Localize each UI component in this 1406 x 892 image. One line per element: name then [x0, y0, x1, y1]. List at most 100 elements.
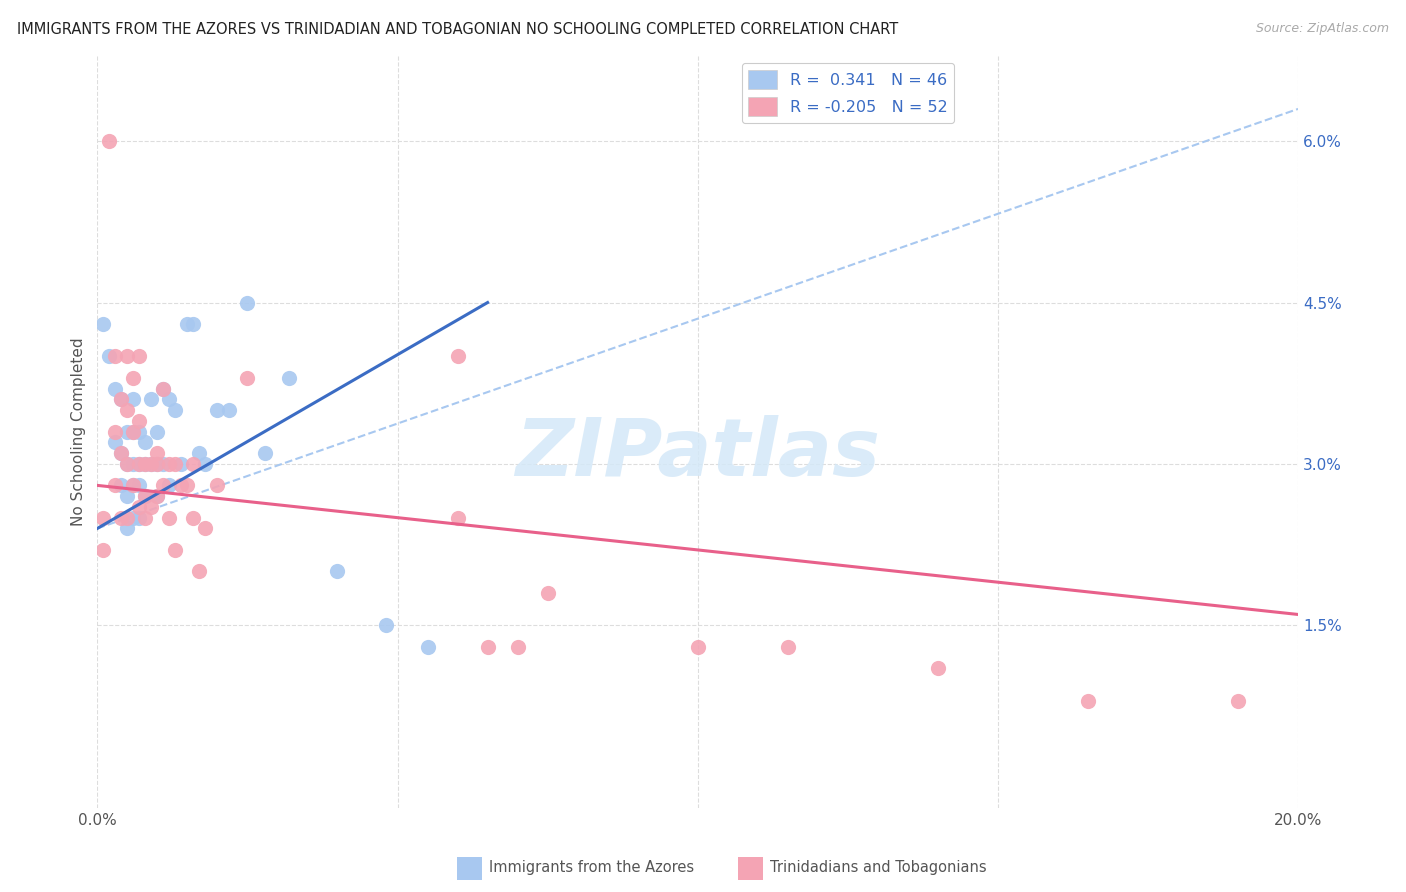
Point	[104, 435, 127, 450]
Point	[117, 489, 139, 503]
Point	[254, 446, 277, 460]
Legend: R =  0.341   N = 46, R = -0.205   N = 52: R = 0.341 N = 46, R = -0.205 N = 52	[742, 63, 953, 123]
Point	[117, 521, 139, 535]
Point	[117, 349, 139, 363]
Y-axis label: No Schooling Completed: No Schooling Completed	[72, 337, 86, 526]
Point	[374, 618, 396, 632]
Point	[122, 478, 145, 492]
Point	[93, 543, 115, 558]
Point	[122, 371, 145, 385]
Point	[170, 457, 193, 471]
Point	[194, 457, 217, 471]
Text: ZIPatlas: ZIPatlas	[515, 415, 880, 493]
Point	[1227, 693, 1250, 707]
Point	[183, 317, 205, 331]
Point	[165, 543, 187, 558]
Point	[104, 349, 127, 363]
Point	[207, 403, 229, 417]
Point	[93, 317, 115, 331]
Text: Trinidadians and Tobagonians: Trinidadians and Tobagonians	[770, 860, 987, 874]
Point	[134, 457, 156, 471]
Point	[104, 425, 127, 439]
Point	[128, 510, 150, 524]
Point	[146, 489, 169, 503]
Point	[110, 478, 132, 492]
Point	[134, 489, 156, 503]
Point	[134, 510, 156, 524]
Point	[152, 478, 174, 492]
Point	[157, 392, 180, 407]
Point	[278, 371, 301, 385]
Point	[170, 478, 193, 492]
Point	[110, 392, 132, 407]
Point	[477, 640, 499, 654]
Point	[446, 510, 468, 524]
Point	[152, 382, 174, 396]
Point	[157, 478, 180, 492]
Point	[122, 392, 145, 407]
Point	[146, 425, 169, 439]
Point	[416, 640, 439, 654]
Point	[117, 510, 139, 524]
Point	[134, 457, 156, 471]
Point	[110, 446, 132, 460]
Point	[165, 457, 187, 471]
Text: IMMIGRANTS FROM THE AZORES VS TRINIDADIAN AND TOBAGONIAN NO SCHOOLING COMPLETED : IMMIGRANTS FROM THE AZORES VS TRINIDADIA…	[17, 22, 898, 37]
Point	[104, 382, 127, 396]
Point	[176, 317, 198, 331]
Point	[146, 457, 169, 471]
Point	[141, 392, 163, 407]
Point	[188, 446, 211, 460]
Point	[122, 425, 145, 439]
Point	[117, 457, 139, 471]
Point	[117, 403, 139, 417]
Point	[128, 457, 150, 471]
Point	[128, 457, 150, 471]
Point	[110, 392, 132, 407]
Point	[122, 510, 145, 524]
Point	[152, 382, 174, 396]
Text: Source: ZipAtlas.com: Source: ZipAtlas.com	[1256, 22, 1389, 36]
Point	[218, 403, 240, 417]
Point	[183, 510, 205, 524]
Point	[157, 457, 180, 471]
Point	[122, 478, 145, 492]
Text: Immigrants from the Azores: Immigrants from the Azores	[489, 860, 695, 874]
Point	[165, 403, 187, 417]
Point	[194, 521, 217, 535]
Point	[134, 435, 156, 450]
Point	[236, 295, 259, 310]
Point	[128, 425, 150, 439]
Point	[117, 425, 139, 439]
Point	[128, 414, 150, 428]
Point	[686, 640, 709, 654]
Point	[146, 489, 169, 503]
Point	[446, 349, 468, 363]
Point	[236, 371, 259, 385]
Point	[110, 446, 132, 460]
Point	[98, 349, 121, 363]
Point	[506, 640, 529, 654]
Point	[128, 349, 150, 363]
Point	[1077, 693, 1099, 707]
Point	[128, 478, 150, 492]
Point	[326, 565, 349, 579]
Point	[146, 457, 169, 471]
Point	[122, 457, 145, 471]
Point	[110, 510, 132, 524]
Point	[141, 457, 163, 471]
Point	[176, 478, 198, 492]
Point	[776, 640, 799, 654]
Point	[122, 425, 145, 439]
Point	[152, 457, 174, 471]
Point	[157, 510, 180, 524]
Point	[98, 134, 121, 148]
Point	[536, 586, 558, 600]
Point	[146, 446, 169, 460]
Point	[117, 457, 139, 471]
Point	[104, 478, 127, 492]
Point	[207, 478, 229, 492]
Point	[188, 565, 211, 579]
Point	[183, 457, 205, 471]
Point	[93, 510, 115, 524]
